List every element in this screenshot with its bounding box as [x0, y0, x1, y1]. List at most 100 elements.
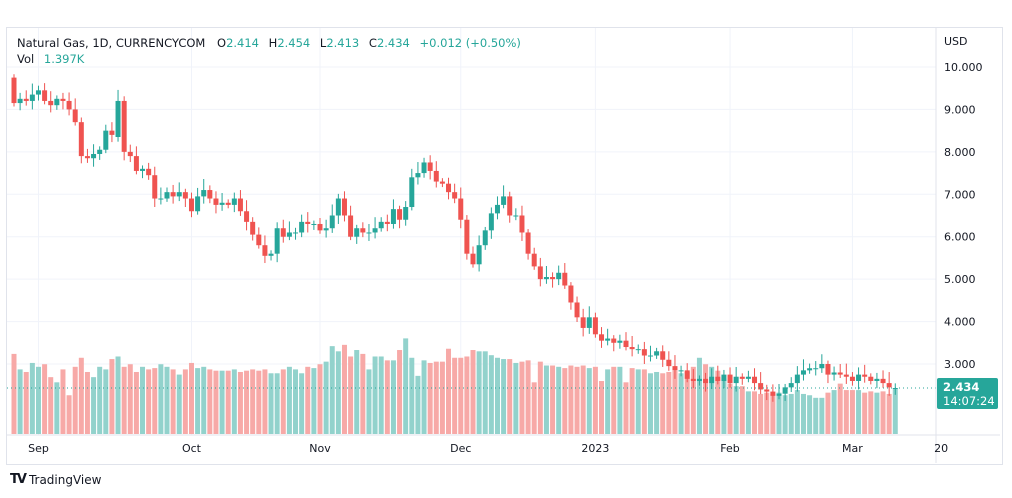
volume-bar — [825, 392, 831, 434]
candle-body — [23, 98, 29, 101]
candle — [78, 117, 84, 164]
candle — [146, 162, 152, 180]
price-tick-label: 3.000 — [944, 358, 976, 371]
volume-bar — [592, 366, 598, 434]
candle — [703, 372, 709, 392]
volume-bar — [696, 357, 702, 434]
volume-bar — [501, 359, 507, 434]
candle — [121, 96, 127, 161]
tradingview-brand[interactable]: TV TradingView — [10, 472, 101, 487]
volume-bar — [403, 338, 409, 434]
time-tick-label: Feb — [720, 442, 739, 455]
candle-body — [464, 219, 470, 254]
candle — [641, 341, 647, 364]
countdown-timer: 14:07:24 — [943, 394, 995, 408]
candle — [886, 372, 892, 396]
volume-bar — [507, 359, 513, 434]
candle — [525, 229, 531, 260]
candle — [580, 308, 586, 337]
volume-bar — [140, 366, 146, 434]
candle-body — [562, 272, 568, 286]
candle — [378, 217, 384, 232]
candle-body — [703, 378, 709, 384]
candle — [274, 222, 280, 263]
candle-body — [446, 183, 452, 193]
candle — [543, 265, 549, 284]
candle — [372, 217, 378, 239]
candle-body — [599, 334, 605, 341]
last-price-badge: 2.434 14:07:24 — [937, 378, 998, 409]
volume-bar — [335, 351, 341, 434]
candle — [862, 364, 868, 383]
candle-body — [66, 100, 72, 110]
price-axis: 10.000 9.000 8.000 7.000 6.000 5.000 4.000 3.00… — [944, 61, 983, 371]
candle-body — [580, 317, 586, 328]
time-tick-label: Dec — [450, 442, 471, 455]
candle — [231, 192, 237, 213]
candle-body — [433, 170, 439, 182]
volume-bar — [452, 357, 458, 434]
volume-bar — [42, 364, 48, 434]
candle — [409, 168, 415, 211]
candle-body — [390, 209, 396, 224]
candle — [188, 192, 194, 218]
volume-bar — [831, 390, 837, 434]
candle-body — [268, 253, 274, 256]
candle — [819, 354, 825, 373]
volume-bar — [605, 369, 611, 434]
candle — [280, 219, 286, 243]
candle-body — [170, 192, 176, 197]
candle-body — [195, 196, 201, 212]
volume-bar — [739, 386, 745, 434]
volume-bar — [127, 364, 133, 434]
volume-bar — [635, 369, 641, 434]
volume-bar — [237, 371, 243, 434]
candle-body — [35, 90, 41, 95]
candle — [207, 185, 213, 204]
candle — [335, 193, 341, 224]
candle-body — [158, 198, 164, 200]
candle-body — [635, 349, 641, 351]
candle-body — [133, 156, 139, 171]
candle — [733, 366, 739, 392]
volume-bar — [868, 391, 874, 434]
volume-bar — [733, 386, 739, 434]
candle-body — [72, 109, 78, 123]
candle-body — [586, 317, 592, 328]
candle — [599, 327, 605, 348]
candle-body — [592, 317, 598, 335]
volume-bar — [219, 370, 225, 434]
volume-bar — [849, 390, 855, 434]
candle-body — [678, 370, 684, 372]
candle-body — [727, 374, 733, 384]
volume-bar — [182, 369, 188, 434]
time-tick-label: Sep — [28, 442, 49, 455]
candle-body — [550, 277, 556, 280]
candle — [739, 373, 745, 385]
volume-bar — [482, 351, 488, 434]
candle — [647, 345, 653, 362]
volume-bar — [201, 366, 207, 434]
volume-bar — [813, 397, 819, 434]
candle-body — [366, 232, 372, 234]
symbol-title[interactable]: Natural Gas, 1D, CURRENCYCOM — [17, 36, 206, 50]
candle — [256, 227, 262, 249]
candle-body — [745, 376, 751, 379]
candle-body — [825, 364, 831, 375]
open-label: O — [217, 36, 227, 50]
volume-bar — [654, 371, 660, 434]
candle-body — [91, 153, 97, 159]
candle-body — [696, 378, 702, 381]
candle — [384, 214, 390, 232]
volume-bar — [115, 356, 121, 434]
volume-bar — [409, 357, 415, 434]
candle-body — [525, 232, 531, 254]
volume-bar — [397, 350, 403, 434]
candle — [617, 334, 623, 349]
candle-body — [360, 228, 366, 233]
candle — [446, 177, 452, 200]
volume-bar — [170, 369, 176, 434]
candle — [782, 383, 788, 401]
candle-body — [176, 192, 182, 197]
